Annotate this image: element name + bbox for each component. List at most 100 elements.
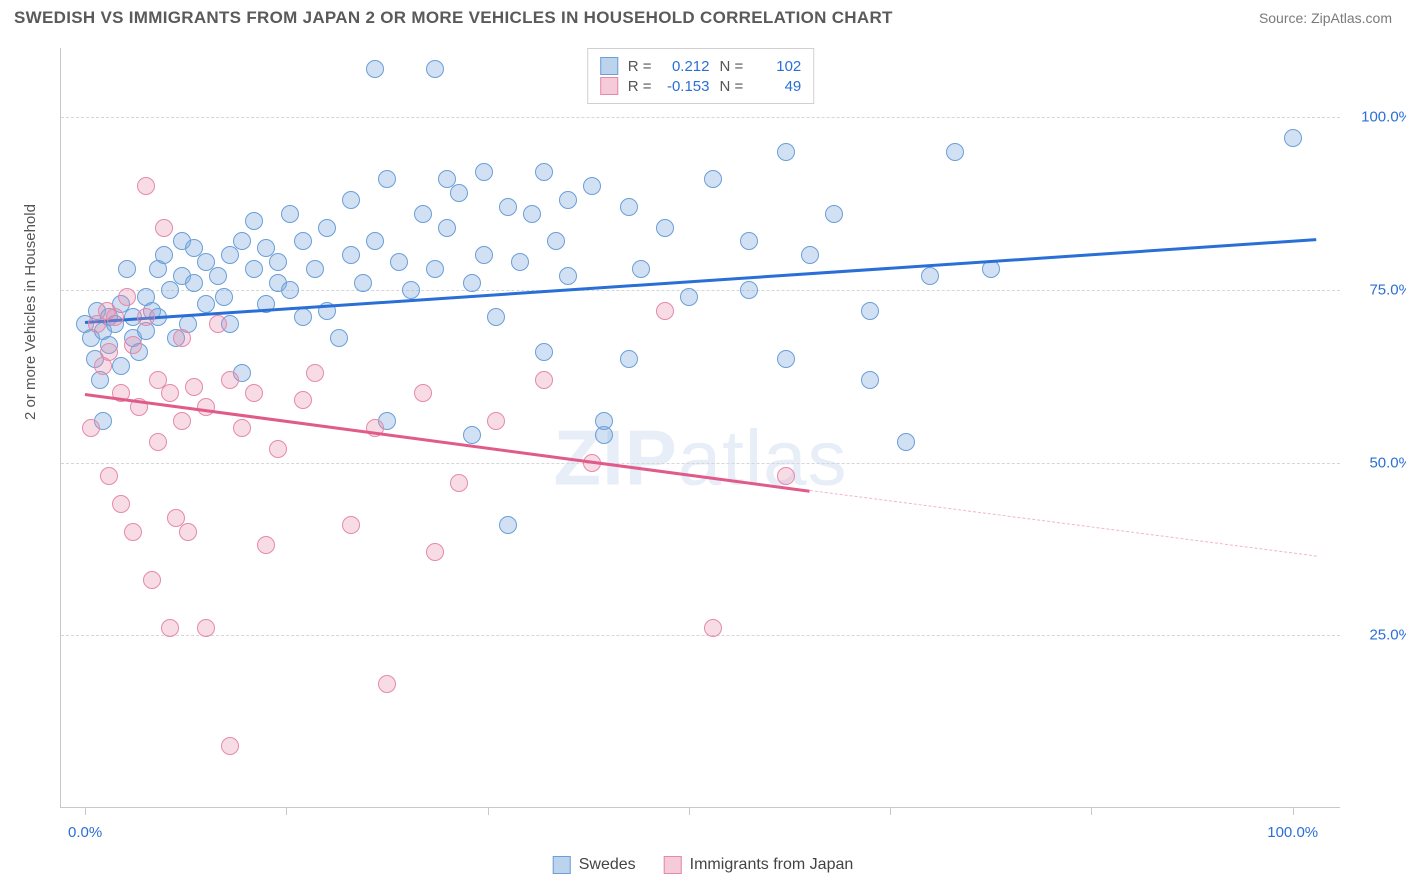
r-label: R = [628, 58, 652, 75]
data-point [740, 281, 758, 299]
data-point [173, 412, 191, 430]
data-point [197, 619, 215, 637]
legend-swatch [600, 57, 618, 75]
data-point [438, 219, 456, 237]
data-point [426, 543, 444, 561]
data-point [318, 219, 336, 237]
x-tick-label: 100.0% [1267, 824, 1318, 841]
data-point [426, 260, 444, 278]
data-point [143, 571, 161, 589]
data-point [861, 302, 879, 320]
data-point [118, 288, 136, 306]
data-point [450, 474, 468, 492]
data-point [620, 198, 638, 216]
data-point [294, 308, 312, 326]
data-point [342, 246, 360, 264]
data-point [487, 412, 505, 430]
y-tick-label: 50.0% [1352, 454, 1406, 471]
legend-label: Swedes [579, 856, 636, 874]
r-value: 0.212 [662, 58, 710, 75]
data-point [245, 212, 263, 230]
data-point [559, 191, 577, 209]
data-point [740, 232, 758, 250]
data-point [100, 467, 118, 485]
data-point [209, 315, 227, 333]
data-point [112, 357, 130, 375]
data-point [535, 371, 553, 389]
data-point [281, 281, 299, 299]
data-point [149, 433, 167, 451]
gridline [61, 635, 1340, 636]
data-point [463, 426, 481, 444]
data-point [511, 253, 529, 271]
data-point [801, 246, 819, 264]
data-point [342, 191, 360, 209]
data-point [294, 391, 312, 409]
data-point [233, 419, 251, 437]
data-point [595, 412, 613, 430]
x-tick [890, 807, 891, 815]
scatter-chart: ZIPatlas R =0.212N =102R =-0.153N =49 25… [60, 48, 1340, 808]
data-point [233, 232, 251, 250]
data-point [704, 170, 722, 188]
x-tick [85, 807, 86, 815]
data-point [209, 267, 227, 285]
data-point [281, 205, 299, 223]
data-point [197, 295, 215, 313]
data-point [897, 433, 915, 451]
trend-line [85, 393, 810, 492]
data-point [656, 219, 674, 237]
y-tick-label: 100.0% [1352, 109, 1406, 126]
legend-label: Immigrants from Japan [690, 856, 854, 874]
data-point [825, 205, 843, 223]
legend-swatch [600, 77, 618, 95]
stats-legend: R =0.212N =102R =-0.153N =49 [587, 48, 815, 104]
data-point [523, 205, 541, 223]
data-point [330, 329, 348, 347]
data-point [269, 253, 287, 271]
data-point [777, 467, 795, 485]
data-point [245, 384, 263, 402]
data-point [680, 288, 698, 306]
data-point [450, 184, 468, 202]
data-point [215, 288, 233, 306]
chart-title: SWEDISH VS IMMIGRANTS FROM JAPAN 2 OR MO… [14, 8, 893, 28]
data-point [155, 246, 173, 264]
x-tick [689, 807, 690, 815]
data-point [197, 398, 215, 416]
data-point [106, 308, 124, 326]
data-point [179, 523, 197, 541]
data-point [269, 440, 287, 458]
chart-header: SWEDISH VS IMMIGRANTS FROM JAPAN 2 OR MO… [14, 8, 1392, 28]
data-point [559, 267, 577, 285]
data-point [257, 536, 275, 554]
n-label: N = [720, 58, 744, 75]
x-tick [286, 807, 287, 815]
data-point [118, 260, 136, 278]
series-legend: Swedes Immigrants from Japan [553, 856, 854, 874]
data-point [366, 60, 384, 78]
n-value: 102 [753, 58, 801, 75]
y-axis-label: 2 or more Vehicles in Household [22, 204, 39, 420]
gridline [61, 463, 1340, 464]
data-point [475, 246, 493, 264]
data-point [185, 274, 203, 292]
data-point [535, 343, 553, 361]
data-point [921, 267, 939, 285]
legend-item: Swedes [553, 856, 636, 874]
data-point [499, 198, 517, 216]
r-value: -0.153 [662, 78, 710, 95]
data-point [777, 350, 795, 368]
x-tick [488, 807, 489, 815]
data-point [861, 371, 879, 389]
data-point [378, 675, 396, 693]
data-point [366, 232, 384, 250]
data-point [173, 329, 191, 347]
data-point [161, 619, 179, 637]
data-point [378, 170, 396, 188]
data-point [475, 163, 493, 181]
data-point [946, 143, 964, 161]
data-point [112, 495, 130, 513]
n-value: 49 [753, 78, 801, 95]
data-point [185, 378, 203, 396]
